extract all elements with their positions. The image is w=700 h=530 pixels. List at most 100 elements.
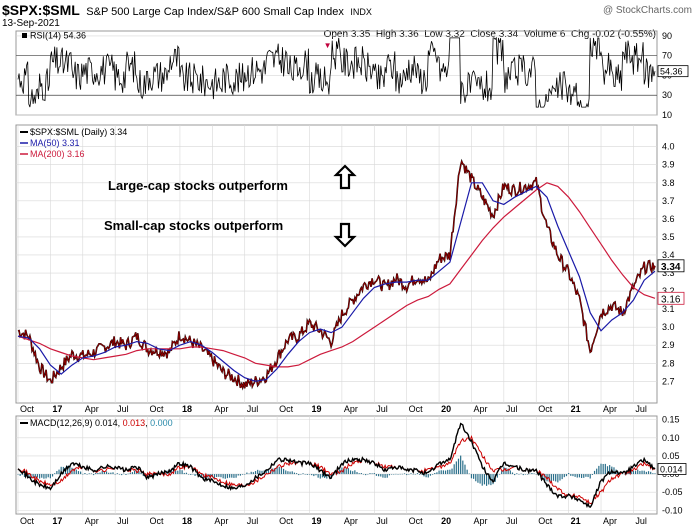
x-tick-label: Oct (538, 404, 553, 414)
macd-hist-bar (544, 474, 546, 481)
macd-hist-bar (533, 473, 535, 475)
macd-legend-sep1: , (118, 418, 123, 428)
macd-hist-bar (17, 474, 19, 475)
macd-hist-bar (501, 471, 503, 475)
macd-hist-bar (319, 474, 321, 479)
macd-hist-bar (95, 472, 97, 475)
macd-hist-bar (58, 469, 60, 475)
x-tick-label: 17 (52, 516, 62, 526)
rsi-legend-swatch (22, 33, 27, 38)
x-tick-label: Apr (603, 404, 617, 414)
price-y-tick: 2.7 (662, 376, 675, 386)
macd-hist-bar (520, 473, 522, 475)
price-y-tick: 4.0 (662, 142, 675, 152)
macd-hist-bar (427, 474, 429, 478)
macd-hist-bar (606, 466, 609, 475)
macd-hist-bar (69, 467, 71, 475)
macd-hist-bar (380, 474, 382, 477)
x-tick-label: Jul (506, 516, 518, 526)
macd-hist-bar (563, 474, 565, 478)
macd-hist-bar (373, 473, 375, 475)
macd-legend-prefix: MACD(12,26,9) (30, 418, 93, 428)
macd-hist-bar (140, 472, 142, 475)
macd-hist-bar (123, 473, 125, 475)
macd-hist-bar (602, 463, 604, 475)
macd-hist-bar (108, 472, 110, 475)
x-tick-label: Jul (247, 404, 259, 414)
macd-hist-bar (276, 465, 278, 475)
macd-hist-bar (524, 474, 527, 475)
macd-hist-bar (457, 458, 460, 475)
price-y-tick: 3.6 (662, 214, 675, 224)
macd-hist-bar (233, 474, 235, 478)
macd-hist-bar (131, 472, 134, 475)
macd-hist-bar (371, 473, 373, 475)
macd-hist-bar (613, 467, 615, 475)
macd-hist-bar (399, 473, 401, 475)
macd-hist-bar (185, 472, 188, 475)
macd-hist-bar (121, 474, 123, 476)
ma200-last-value-tag: 3.16 (657, 291, 685, 305)
macd-hist-bar (311, 474, 313, 476)
quote-values: Open 3.35 High 3.36 Low 3.32 Close 3.34 … (323, 29, 656, 40)
macd-hist-bar (293, 472, 295, 475)
macd-hist-bar (449, 469, 451, 475)
macd-hist-bar (624, 473, 626, 475)
macd-hist-bar (343, 467, 345, 475)
x-tick-label: Oct (538, 516, 553, 526)
macd-y-tick: 0.10 (662, 433, 680, 443)
macd-hist-bar (274, 468, 276, 475)
price-tag-box (657, 259, 685, 273)
macd-hist-bar (410, 473, 412, 475)
macd-hist-bar (496, 474, 498, 478)
macd-hist-bar (604, 463, 606, 475)
price-y-tick: 2.8 (662, 358, 675, 368)
macd-hist-bar (259, 470, 261, 475)
macd-hist-bar (231, 474, 233, 478)
macd-hist-bar (535, 474, 537, 475)
macd-hist-bar (112, 472, 114, 475)
macd-hist-bar (254, 471, 257, 475)
price-legend-text: $SPX:$SML (Daily) 3.34 (30, 127, 127, 137)
macd-hist-bar (34, 474, 36, 478)
chg-down-icon: ▼ (323, 41, 332, 50)
macd-hist-bar (403, 473, 406, 475)
ma200-tag-text: 3.16 (661, 294, 681, 305)
macd-hist-bar (654, 473, 656, 475)
macd-hist-bar (483, 474, 486, 485)
chart-header: $SPX:$SML S&P 500 Large Cap Index/S&P 60… (2, 2, 372, 20)
macd-hist-bar (522, 474, 524, 476)
x-tick-label: Oct (20, 516, 35, 526)
macd-hist-bar (367, 473, 369, 475)
macd-legend-macd: 0.014 (95, 418, 118, 428)
macd-hist-bar (209, 474, 211, 477)
macd-hist-bar (155, 474, 157, 476)
macd-hist-bar (127, 473, 129, 475)
macd-hist-bar (326, 474, 328, 479)
price-y-tick: 3.5 (662, 232, 675, 242)
macd-hist-bar (375, 474, 378, 476)
symbol: $SPX:$SML (2, 2, 80, 18)
macd-legend-sep2: , (145, 418, 150, 428)
macd-hist-bar (51, 474, 54, 477)
quote-line: Open 3.35 High 3.36 Low 3.32 Close 3.34 … (318, 18, 656, 51)
x-tick-label: Jul (117, 516, 129, 526)
macd-hist-bar (492, 474, 494, 485)
macd-hist-bar (134, 470, 136, 475)
macd-y-tick: -0.10 (662, 505, 683, 515)
macd-hist-bar (45, 474, 47, 479)
macd-hist-bar (596, 468, 598, 475)
macd-hist-bar (574, 474, 576, 477)
macd-hist-bar (386, 474, 388, 478)
macd-hist-bar (414, 474, 416, 475)
x-tick-label: Apr (473, 404, 487, 414)
macd-hist-bar (300, 474, 302, 475)
macd-hist-bar (116, 473, 118, 475)
x-tick-label: 18 (182, 516, 192, 526)
macd-hist-bar (213, 474, 216, 479)
x-tick-label: 17 (52, 404, 62, 414)
down-arrow-icon (333, 222, 357, 248)
macd-hist-bar (561, 474, 563, 480)
rsi-layer (17, 36, 656, 108)
